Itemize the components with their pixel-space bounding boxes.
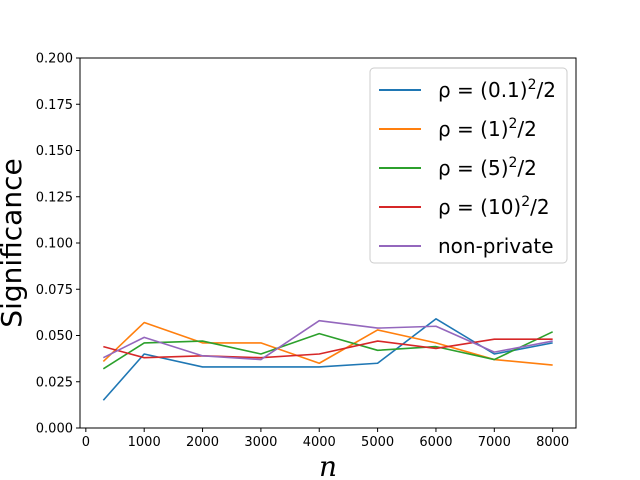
x-axis-title: n (319, 450, 337, 480)
series-3-point-6 (377, 350, 379, 352)
series-3-point-8 (494, 359, 496, 361)
y-tick-label: 0.075 (36, 283, 73, 298)
series-2-point-2 (143, 322, 145, 324)
series-1-point-5 (318, 366, 320, 368)
y-tick-label: 0.025 (36, 375, 73, 390)
series-3-point-4 (260, 353, 262, 355)
series-1-point-6 (377, 362, 379, 364)
series-5-point-4 (260, 359, 262, 361)
series-5-point-5 (318, 320, 320, 322)
series-1-point-1 (103, 399, 105, 401)
series-3-point-3 (202, 340, 204, 342)
y-axis-title: Significance (0, 158, 28, 327)
x-tick-label: 3000 (244, 435, 277, 450)
series-line-5 (102, 319, 553, 361)
series-2-point-1 (103, 361, 105, 363)
series-5-point-7 (435, 325, 437, 327)
series-4-point-8 (494, 338, 496, 340)
series-layer (102, 318, 554, 401)
series-4-point-1 (103, 346, 105, 348)
y-axis-ticks: 0.000 0.025 0.050 0.075 0.100 0.125 0.150 0.175… (36, 52, 80, 437)
series-5-point-3 (202, 355, 204, 357)
series-2-point-4 (260, 342, 262, 344)
series-4-point-6 (377, 340, 379, 342)
legend-label-2: ρ = (1)2/2 (438, 116, 537, 141)
series-5-point-8 (494, 351, 496, 353)
series-1-point-4 (260, 366, 262, 368)
x-tick-label: 0 (82, 435, 90, 450)
x-axis-ticks: 0 1000 2000 3000 4000 5000 6000 7000 8000 (82, 428, 569, 450)
x-tick-label: 6000 (419, 435, 452, 450)
series-4-point-7 (435, 348, 437, 350)
x-tick-label: 4000 (303, 435, 336, 450)
legend-frame (369, 67, 568, 264)
y-tick-label: 0.100 (36, 237, 73, 252)
series-2-point-6 (377, 329, 379, 331)
series-4-point-5 (318, 353, 320, 355)
series-4-point-2 (143, 357, 145, 359)
series-1-point-9 (552, 342, 554, 344)
series-5-point-9 (552, 340, 554, 342)
legend-label-1: ρ = (0.1)2/2 (438, 77, 556, 102)
x-tick-label: 1000 (128, 435, 161, 450)
series-2-point-3 (202, 342, 204, 344)
series-5-point-6 (377, 327, 379, 329)
y-tick-label: 0.050 (36, 329, 73, 344)
legend-label-4: ρ = (10)2/2 (438, 194, 550, 219)
series-2-point-5 (318, 362, 320, 364)
x-tick-label: 8000 (536, 435, 569, 450)
legend-label-3: ρ = (5)2/2 (438, 155, 537, 180)
series-line-3 (102, 331, 554, 370)
x-tick-label: 7000 (478, 435, 511, 450)
series-line-4 (103, 338, 553, 359)
y-tick-label: 0.125 (36, 190, 73, 205)
series-1-point-3 (202, 366, 204, 368)
series-4-point-9 (552, 338, 554, 340)
y-tick-label: 0.200 (36, 52, 73, 67)
series-1-point-7 (435, 318, 437, 320)
series-1-point-2 (143, 353, 145, 355)
x-tick-label: 5000 (361, 435, 394, 450)
x-tick-label: 2000 (186, 435, 219, 450)
series-3-point-1 (103, 368, 105, 370)
legend-label-5: non-private (438, 234, 554, 258)
series-line-2 (102, 321, 553, 366)
series-5-point-2 (143, 337, 145, 339)
series-5-point-1 (103, 357, 105, 359)
series-2-point-7 (435, 342, 437, 344)
series-3-point-2 (143, 342, 145, 344)
y-tick-label: 0.175 (36, 98, 73, 113)
series-1-point-8 (494, 353, 496, 355)
y-tick-label: 0.000 (36, 422, 73, 437)
series-2-point-9 (552, 364, 554, 366)
series-3-point-7 (435, 346, 437, 348)
series-3-point-9 (552, 331, 554, 333)
series-3-point-5 (318, 333, 320, 335)
legend: ρ = (0.1)2/2 ρ = (1)2/2 ρ = (5)2/2 ρ = (10)… (369, 67, 568, 264)
y-tick-label: 0.150 (36, 144, 73, 159)
